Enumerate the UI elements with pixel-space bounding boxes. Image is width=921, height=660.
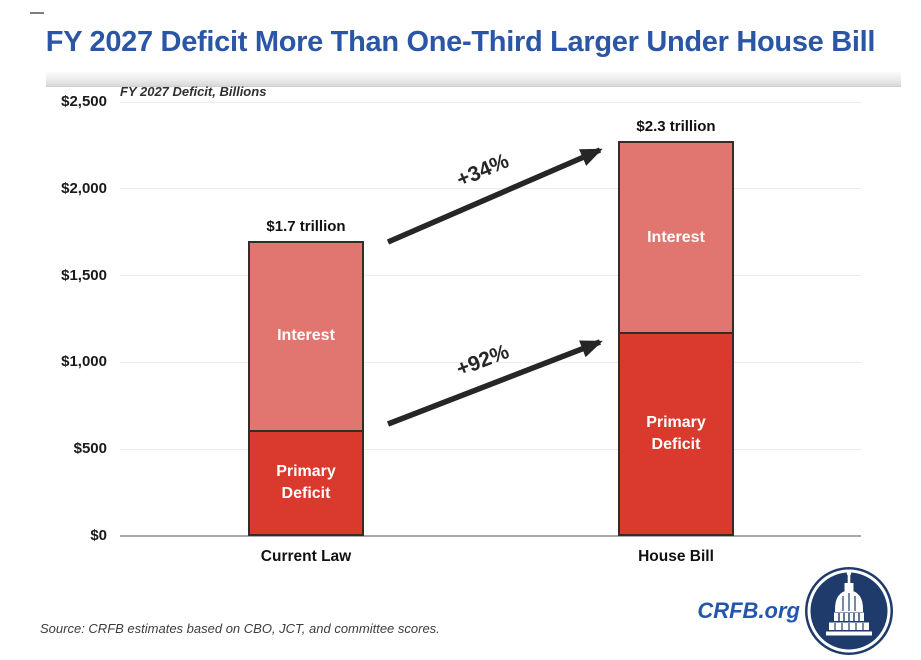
x-axis-line bbox=[120, 535, 861, 537]
crfb-org-link[interactable]: CRFB.org bbox=[697, 598, 800, 623]
y-tick-label: $0 bbox=[90, 527, 107, 544]
title-divider bbox=[46, 72, 901, 87]
gridline bbox=[120, 101, 861, 103]
gridline bbox=[120, 448, 861, 450]
gridline bbox=[120, 275, 861, 277]
segment-house-bill-interest: Interest bbox=[620, 143, 732, 332]
bar-current-law: Interest Primary Deficit bbox=[248, 240, 364, 536]
source-note: Source: CRFB estimates based on CBO, JCT… bbox=[40, 621, 440, 636]
y-tick-label: $2,000 bbox=[61, 179, 107, 197]
bar-house-bill: Interest Primary Deficit bbox=[618, 141, 734, 536]
segment-label-primary-deficit: Primary Deficit bbox=[646, 413, 706, 453]
chart-title: FY 2027 Deficit More Than One-Third Larg… bbox=[45, 26, 876, 58]
y-tick-label: $2,500 bbox=[61, 93, 107, 110]
segment-house-bill-primary-deficit: Primary Deficit bbox=[620, 332, 732, 534]
total-label-house-bill: $2.3 trillion bbox=[636, 118, 716, 136]
segment-current-law-primary-deficit: Primary Deficit bbox=[250, 430, 362, 534]
segment-label-interest: Interest bbox=[647, 228, 705, 246]
x-label-current-law: Current Law bbox=[260, 548, 352, 565]
top-left-tick-mark bbox=[30, 12, 44, 14]
gridline bbox=[120, 188, 861, 190]
total-label-current-law: $1.7 trillion bbox=[266, 217, 346, 235]
y-tick-label: $1,500 bbox=[61, 266, 107, 284]
segment-current-law-interest: Interest bbox=[250, 242, 362, 431]
y-tick-label: $500 bbox=[73, 440, 107, 458]
chart-subtitle: FY 2027 Deficit, Billions bbox=[120, 84, 267, 99]
segment-label-primary-deficit: Primary Deficit bbox=[276, 462, 336, 503]
segment-label-interest: Interest bbox=[277, 327, 335, 345]
capitol-dome-icon bbox=[805, 567, 893, 655]
x-label-house-bill: House Bill bbox=[638, 548, 714, 565]
y-tick-label: $1,000 bbox=[61, 353, 107, 371]
